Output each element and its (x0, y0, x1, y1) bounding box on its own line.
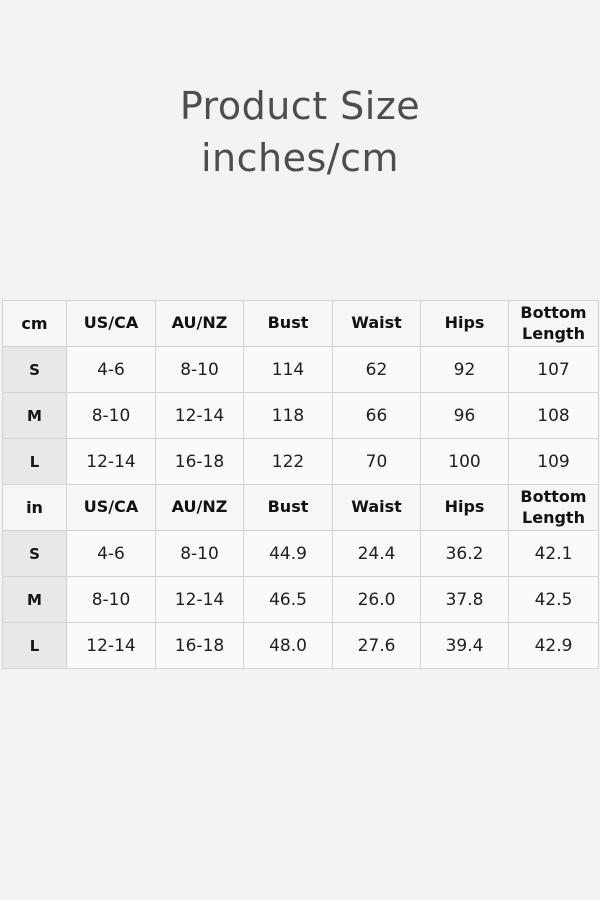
table-cell: 42.9 (508, 622, 599, 669)
size-label: S (2, 346, 67, 393)
table-cell: 118 (243, 392, 333, 439)
page-title-line2: inches/cm (200, 135, 399, 180)
table-cell: 42.5 (508, 576, 599, 623)
column-header-waist: Waist (332, 300, 421, 347)
table-cell: 8-10 (155, 346, 244, 393)
table-cell: 16-18 (155, 438, 244, 485)
table-cell: 108 (508, 392, 599, 439)
table-row-in-s: S 4-6 8-10 44.9 24.4 36.2 42.1 (2, 530, 599, 577)
table-cell: 70 (332, 438, 421, 485)
table-row-cm-m: M 8-10 12-14 118 66 96 108 (2, 392, 599, 439)
size-label: L (2, 622, 67, 669)
page-title: Product Size inches/cm (0, 81, 600, 184)
table-cell: 39.4 (420, 622, 509, 669)
table-row-in-m: M 8-10 12-14 46.5 26.0 37.8 42.5 (2, 576, 599, 623)
table-cell: 24.4 (332, 530, 421, 577)
column-header-usca: US/CA (66, 484, 156, 531)
table-cell: 122 (243, 438, 333, 485)
table-cell: 27.6 (332, 622, 421, 669)
table-cell: 107 (508, 346, 599, 393)
table-cell: 66 (332, 392, 421, 439)
column-header-hips: Hips (420, 484, 509, 531)
table-cell: 12-14 (155, 576, 244, 623)
table-cell: 12-14 (66, 622, 156, 669)
header-row-in: in US/CA AU/NZ Bust Waist Hips Bottom Le… (2, 484, 599, 531)
column-header-waist: Waist (332, 484, 421, 531)
table-cell: 96 (420, 392, 509, 439)
table-cell: 8-10 (155, 530, 244, 577)
table-row-cm-l: L 12-14 16-18 122 70 100 109 (2, 438, 599, 485)
table-cell: 8-10 (66, 392, 156, 439)
table-cell: 44.9 (243, 530, 333, 577)
table-cell: 109 (508, 438, 599, 485)
table-cell: 12-14 (155, 392, 244, 439)
column-header-aunz: AU/NZ (155, 300, 244, 347)
column-header-aunz: AU/NZ (155, 484, 244, 531)
table-cell: 48.0 (243, 622, 333, 669)
size-label: S (2, 530, 67, 577)
column-header-hips: Hips (420, 300, 509, 347)
table-cell: 92 (420, 346, 509, 393)
column-header-bust: Bust (243, 300, 333, 347)
unit-label-cm: cm (2, 300, 67, 347)
table-cell: 16-18 (155, 622, 244, 669)
table-cell: 37.8 (420, 576, 509, 623)
table-cell: 46.5 (243, 576, 333, 623)
table-cell: 100 (420, 438, 509, 485)
column-header-bottom-length: Bottom Length (508, 484, 599, 531)
table-cell: 42.1 (508, 530, 599, 577)
table-cell: 8-10 (66, 576, 156, 623)
size-label: L (2, 438, 67, 485)
table-cell: 26.0 (332, 576, 421, 623)
table-cell: 36.2 (420, 530, 509, 577)
size-label: M (2, 576, 67, 623)
column-header-bust: Bust (243, 484, 333, 531)
size-label: M (2, 392, 67, 439)
table-cell: 62 (332, 346, 421, 393)
size-chart-table: cm US/CA AU/NZ Bust Waist Hips Bottom Le… (2, 300, 599, 669)
unit-label-in: in (2, 484, 67, 531)
column-header-usca: US/CA (66, 300, 156, 347)
table-cell: 4-6 (66, 530, 156, 577)
table-row-in-l: L 12-14 16-18 48.0 27.6 39.4 42.9 (2, 622, 599, 669)
table-cell: 12-14 (66, 438, 156, 485)
size-chart-table-container: cm US/CA AU/NZ Bust Waist Hips Bottom Le… (2, 300, 599, 669)
table-row-cm-s: S 4-6 8-10 114 62 92 107 (2, 346, 599, 393)
table-cell: 4-6 (66, 346, 156, 393)
header-row-cm: cm US/CA AU/NZ Bust Waist Hips Bottom Le… (2, 300, 599, 347)
table-cell: 114 (243, 346, 333, 393)
page-title-line1: Product Size (179, 84, 421, 129)
column-header-bottom-length: Bottom Length (508, 300, 599, 347)
